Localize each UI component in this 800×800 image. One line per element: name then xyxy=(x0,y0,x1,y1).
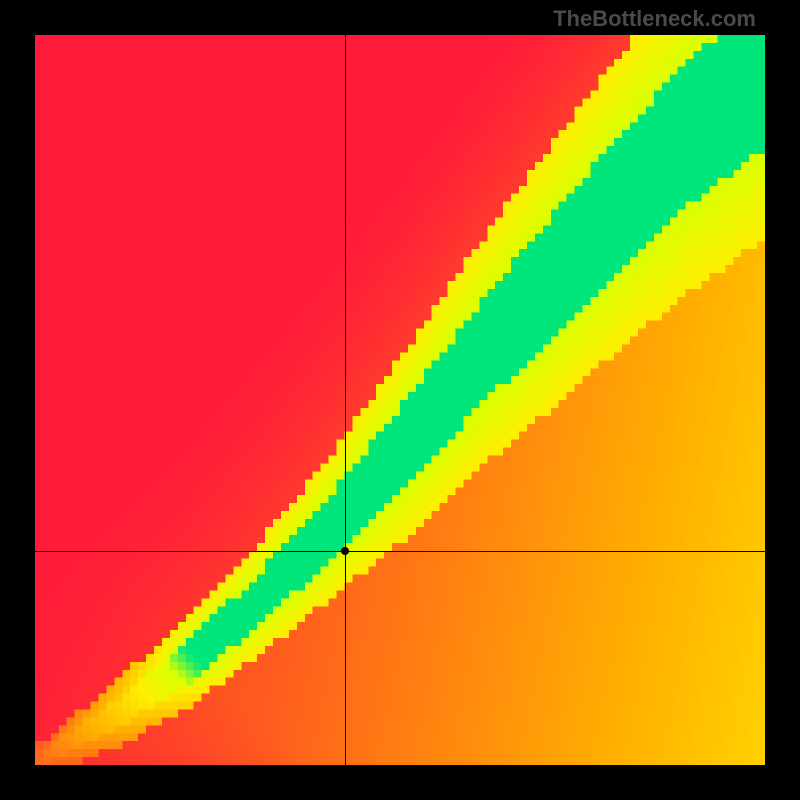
crosshair-horizontal xyxy=(35,551,765,552)
crosshair-vertical xyxy=(345,35,346,765)
marker-dot xyxy=(341,547,349,555)
watermark-text: TheBottleneck.com xyxy=(553,6,756,32)
plot-area xyxy=(35,35,765,765)
heatmap-canvas xyxy=(35,35,765,765)
